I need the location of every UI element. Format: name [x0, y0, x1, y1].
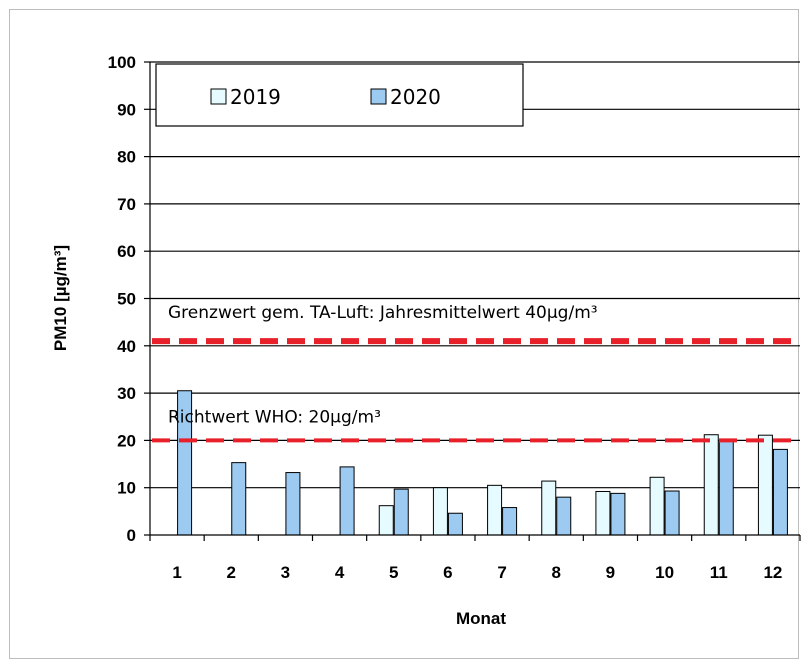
bar-2020-9 — [610, 492, 626, 536]
reference-label-20: Richtwert WHO: 20µg/m³ — [168, 407, 381, 427]
y-tick-label-0: 0 — [127, 526, 136, 545]
y-tick-label-80: 80 — [117, 148, 136, 167]
legend-label-2020: 2020 — [390, 85, 441, 109]
x-axis-title: Monat — [456, 609, 506, 628]
y-tick-label-90: 90 — [117, 100, 136, 119]
bar-2019-6 — [432, 487, 448, 536]
bar-2020-3 — [285, 472, 301, 536]
bar-2019-10 — [649, 476, 665, 536]
x-tick-label-8: 8 — [552, 563, 561, 582]
bar-2020-12 — [772, 448, 788, 536]
x-tick-label-1: 1 — [172, 563, 181, 582]
legend: 2019 2020 — [155, 63, 524, 127]
bar-2019-8 — [541, 480, 557, 536]
bar-2020-2 — [231, 462, 247, 536]
x-tick-label-2: 2 — [227, 563, 236, 582]
x-tick-label-4: 4 — [335, 563, 345, 582]
bars — [177, 390, 788, 536]
y-axis-title: PM10 [µg/m³] — [51, 245, 70, 351]
x-tick-labels: 1 2 3 4 5 6 7 8 9 10 11 12 — [172, 563, 782, 582]
y-tick-label-50: 50 — [117, 290, 136, 309]
x-tick-label-9: 9 — [606, 563, 615, 582]
x-tick-label-7: 7 — [497, 563, 506, 582]
axes — [144, 61, 801, 541]
x-tick-label-5: 5 — [389, 563, 398, 582]
bar-2019-7 — [487, 484, 503, 536]
y-tick-label-40: 40 — [117, 337, 136, 356]
x-tick-label-6: 6 — [443, 563, 452, 582]
legend-label-2019: 2019 — [230, 85, 281, 109]
bar-2020-7 — [502, 507, 518, 536]
x-tick-label-3: 3 — [281, 563, 290, 582]
legend-swatch-2020 — [370, 88, 387, 105]
y-tick-label-100: 100 — [108, 53, 136, 72]
bar-2020-8 — [556, 496, 572, 536]
reference-lines: Grenzwert gem. TA-Luft: Jahresmittelwert… — [152, 303, 800, 443]
y-tick-label-20: 20 — [117, 431, 136, 450]
x-tick-label-12: 12 — [763, 563, 782, 582]
y-tick-label-70: 70 — [117, 195, 136, 214]
bar-2020-11 — [718, 440, 734, 536]
bar-2020-10 — [664, 490, 680, 536]
bar-2020-4 — [339, 466, 355, 536]
y-tick-label-60: 60 — [117, 242, 136, 261]
y-tick-labels: 0 10 20 30 40 50 60 70 80 90 100 — [108, 53, 136, 545]
bar-2020-6 — [447, 512, 463, 536]
y-tick-label-10: 10 — [117, 479, 136, 498]
x-tick-label-10: 10 — [655, 563, 674, 582]
bar-2019-5 — [378, 505, 394, 536]
bar-2020-5 — [393, 488, 409, 536]
y-tick-label-30: 30 — [117, 384, 136, 403]
bar-2019-11 — [703, 434, 719, 536]
legend-swatch-2019 — [210, 88, 227, 105]
reference-label-41: Grenzwert gem. TA-Luft: Jahresmittelwert… — [168, 303, 598, 323]
bar-2019-12 — [757, 434, 773, 536]
bar-2019-9 — [595, 490, 611, 536]
x-tick-label-11: 11 — [710, 563, 728, 582]
